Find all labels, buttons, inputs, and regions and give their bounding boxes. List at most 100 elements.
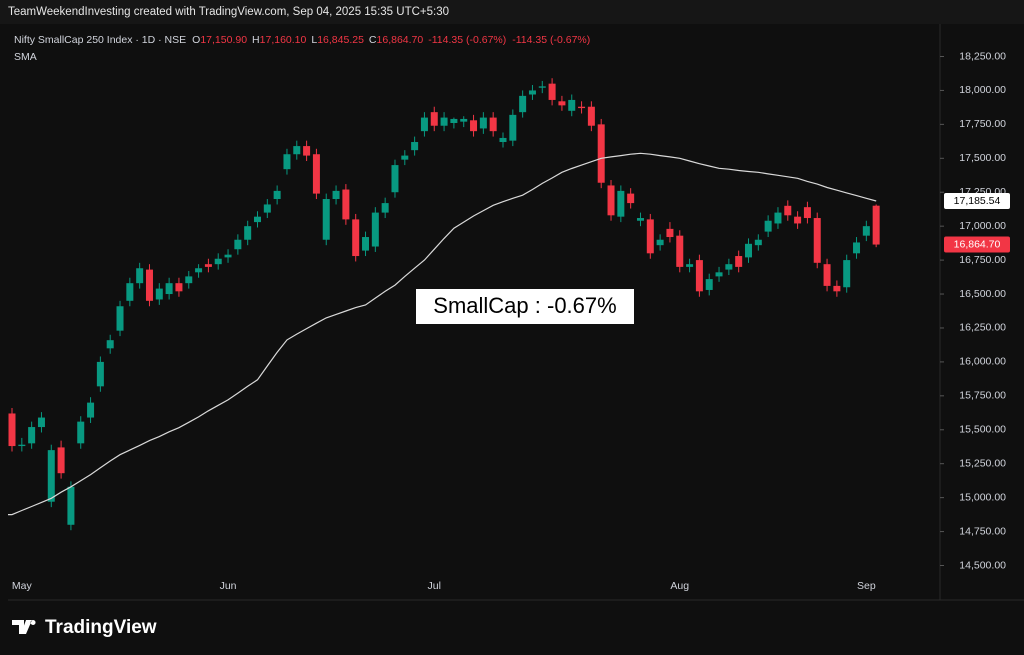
candle-body [440, 117, 448, 126]
candle-body [587, 106, 595, 126]
candle-body [234, 239, 242, 250]
candle-body [578, 106, 586, 109]
candle-body [18, 444, 26, 447]
candle-body [509, 114, 517, 141]
y-tick-label: 17,750.00 [959, 118, 1006, 130]
candle-body [263, 204, 271, 213]
candle-body [676, 235, 684, 267]
y-tick-label: 15,250.00 [959, 457, 1006, 469]
candle-body [342, 189, 350, 220]
readout-key: O [192, 34, 200, 46]
candle-body [872, 205, 880, 245]
logo-text: TradingView [45, 617, 157, 638]
candle-body [244, 226, 252, 240]
price-tag [944, 192, 1010, 209]
readout-value: 16,864.70 [377, 34, 424, 46]
candle-body [489, 117, 497, 132]
candle-body [735, 256, 743, 267]
sma-legend: SMA [14, 51, 37, 63]
candle-body [136, 268, 144, 284]
candle-body [568, 99, 576, 111]
readout-change: -114.35 (-0.67%) [512, 34, 590, 46]
candle-body [774, 212, 782, 224]
candle-body [745, 243, 752, 258]
x-tick-label: Jun [220, 580, 237, 592]
annotation: SmallCap : -0.67% [433, 293, 616, 318]
branding: TradingView [12, 617, 157, 638]
y-tick-label: 16,750.00 [959, 254, 1006, 266]
candle-body [77, 421, 85, 444]
price-tag-label: 17,185.54 [954, 195, 1001, 207]
candle-body [430, 112, 438, 126]
candle-body [165, 283, 173, 295]
top-bar [0, 0, 1024, 24]
x-tick-label: Aug [670, 580, 689, 592]
readout-key: C [369, 34, 377, 46]
candle-body [283, 154, 291, 170]
candle-body [312, 154, 320, 194]
x-tick-label: May [12, 580, 33, 592]
annotation-box [416, 289, 634, 324]
candle-body [479, 117, 487, 129]
y-tick-label: 15,000.00 [959, 491, 1006, 503]
candle-body [862, 226, 870, 236]
candle-body [411, 142, 419, 151]
candle-body [833, 285, 841, 292]
logo-icon [12, 620, 36, 634]
candle-body [401, 155, 409, 160]
candle-body [254, 216, 261, 223]
candle-body [528, 90, 536, 95]
candle-body [460, 118, 468, 122]
candle-body [67, 486, 75, 525]
symbol-title: Nifty SmallCap 250 Index · 1D · NSE [14, 34, 186, 46]
candle-body [754, 239, 762, 246]
legend: Nifty SmallCap 250 Index · 1D · NSE SMA … [14, 34, 590, 63]
candle-body [381, 203, 389, 213]
x-tick-label: Sep [857, 580, 876, 592]
y-tick-label: 18,250.00 [959, 50, 1006, 62]
candle-body [332, 190, 340, 200]
candle-body [823, 264, 831, 286]
y-tick-label: 16,250.00 [959, 322, 1006, 334]
candle-body [57, 447, 65, 474]
candle-body [784, 205, 792, 216]
candle-body [96, 361, 104, 387]
candle-body [293, 146, 301, 155]
candle-body [273, 190, 281, 200]
y-tick-label: 14,500.00 [959, 559, 1006, 571]
candle-body [175, 283, 183, 292]
candle-body [8, 413, 16, 447]
candle-body [695, 260, 703, 292]
candle-body [656, 239, 664, 246]
candle-body [538, 86, 546, 88]
candle-body [126, 283, 134, 301]
watermark: TeamWeekendInvesting created with Tradin… [8, 6, 449, 18]
price-tag [944, 236, 1010, 253]
readout-value: 16,845.25 [317, 34, 364, 46]
price-tag-label: 16,864.70 [954, 238, 1001, 250]
candle-body [794, 216, 802, 224]
candle-body [813, 218, 821, 263]
candle-body [597, 124, 605, 183]
candle-body [214, 258, 222, 265]
candle-body [362, 237, 370, 251]
y-tick-label: 18,000.00 [959, 84, 1006, 96]
candle-body [764, 220, 772, 232]
candle-body [843, 260, 851, 288]
candle-body [499, 137, 507, 143]
candle-body [803, 207, 811, 219]
candle-body [204, 264, 212, 267]
candle-body [28, 427, 36, 444]
candle-body [666, 228, 674, 238]
x-tick-label: Jul [428, 580, 441, 592]
candle-body [47, 450, 55, 502]
sma-line [8, 152, 877, 516]
readout-value: 17,160.10 [260, 34, 307, 46]
candle-body [519, 95, 527, 113]
readout-key: H [252, 34, 260, 46]
y-tick-label: 15,500.00 [959, 424, 1006, 436]
candle-body [106, 340, 114, 349]
candle-body [470, 120, 478, 132]
candle-body [155, 288, 163, 300]
candle-body [391, 165, 399, 193]
